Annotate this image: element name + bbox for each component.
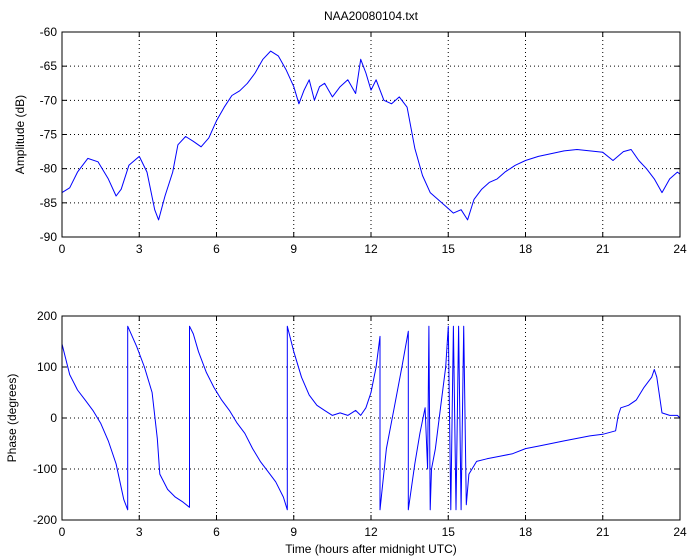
x-tick-label: 15 — [442, 525, 456, 539]
x-tick-label: 21 — [596, 242, 610, 256]
y-tick-label: 100 — [37, 360, 57, 374]
amplitude-panel: NAA20080104.txt 0 3 6 9 12 15 18 21 24 -90 -85 -80 -… — [13, 9, 687, 256]
x-tick-label: 9 — [290, 242, 297, 256]
y-tick-label: -85 — [40, 196, 58, 210]
y-tick-label: -60 — [40, 25, 58, 39]
x-tick-label: 18 — [519, 525, 533, 539]
y-tick-label: -65 — [40, 59, 58, 73]
amplitude-ticks: 0 3 6 9 12 15 18 21 24 -90 -85 -80 -75 -70 -65 -60 — [40, 25, 687, 256]
y-tick-label: -100 — [33, 462, 57, 476]
y-tick-label: -90 — [40, 230, 58, 244]
x-tick-label: 0 — [59, 242, 66, 256]
amplitude-y-axis-title: Amplitude (dB) — [13, 95, 27, 174]
y-tick-label: 0 — [50, 411, 57, 425]
x-tick-label: 0 — [59, 525, 66, 539]
x-tick-label: 24 — [673, 525, 687, 539]
phase-grid — [62, 316, 680, 520]
x-tick-label: 3 — [136, 525, 143, 539]
phase-ticks: 0 3 6 9 12 15 18 21 24 -200 -100 0 100 200 — [33, 309, 687, 539]
x-tick-label: 9 — [290, 525, 297, 539]
x-tick-label: 24 — [673, 242, 687, 256]
phase-panel: 0 3 6 9 12 15 18 21 24 -200 -100 0 100 200 Phase (deg… — [5, 309, 687, 556]
amplitude-grid — [62, 32, 680, 237]
x-tick-label: 12 — [364, 525, 378, 539]
series-line — [61, 325, 681, 511]
y-tick-label: -75 — [40, 128, 58, 142]
y-tick-label: -80 — [40, 162, 58, 176]
x-tick-label: 6 — [213, 525, 220, 539]
series-line — [61, 50, 681, 221]
phase-series — [61, 325, 681, 511]
y-tick-label: -200 — [33, 513, 57, 527]
phase-x-axis-title: Time (hours after midnight UTC) — [285, 542, 457, 556]
x-tick-label: 12 — [364, 242, 378, 256]
chart-title: NAA20080104.txt — [324, 9, 419, 23]
y-tick-label: 200 — [37, 309, 57, 323]
y-tick-label: -70 — [40, 93, 58, 107]
x-tick-label: 18 — [519, 242, 533, 256]
x-tick-label: 15 — [442, 242, 456, 256]
phase-y-axis-title: Phase (degrees) — [5, 374, 19, 463]
x-tick-label: 21 — [596, 525, 610, 539]
x-tick-label: 6 — [213, 242, 220, 256]
x-tick-label: 3 — [136, 242, 143, 256]
amplitude-series — [61, 50, 681, 221]
